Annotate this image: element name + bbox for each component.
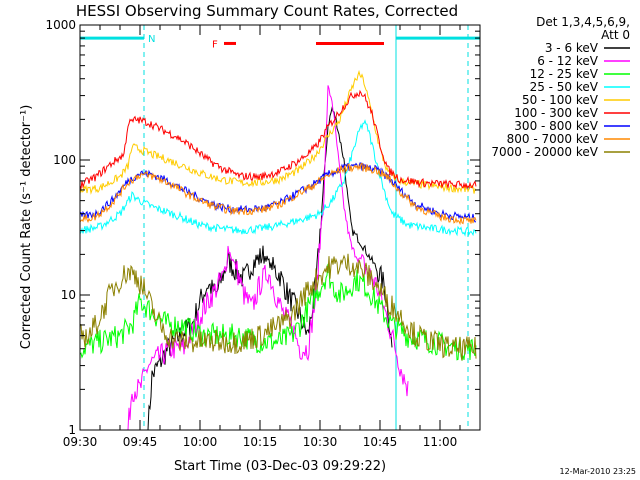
legend-entry-label: 12 - 25 keV <box>530 67 599 81</box>
legend-entry-label: 7000 - 20000 keV <box>491 145 598 159</box>
flag-label: N <box>148 34 155 45</box>
series-layer <box>79 69 477 431</box>
x-axis: 09:30 09:45 10:00 10:15 10:30 10:45 11:00 <box>63 25 461 449</box>
y-tick-label: 1000 <box>45 18 76 32</box>
series-line <box>79 119 477 237</box>
y-axis-label: Corrected Count Rate (s⁻¹ detector⁻¹) <box>19 105 34 350</box>
chart-title: HESSI Observing Summary Count Rates, Cor… <box>76 2 458 20</box>
y-tick-label: 1 <box>68 423 76 437</box>
legend-header-line-1: Det 1,3,4,5,6,9, <box>536 15 630 29</box>
x-axis-label: Start Time (03-Dec-03 09:29:22) <box>174 459 386 474</box>
series-line <box>127 85 409 431</box>
series-line <box>79 253 477 361</box>
series-line <box>79 69 477 195</box>
legend-entry-label: 3 - 6 keV <box>545 41 599 55</box>
legend-entry-label: 25 - 50 keV <box>530 80 599 94</box>
y-axis: 1 10 100 1000 <box>45 18 480 437</box>
legend-entry-label: 300 - 800 keV <box>514 119 598 133</box>
x-tick-label: 10:45 <box>363 435 398 449</box>
y-tick-label: 100 <box>53 153 76 167</box>
x-tick-label: 10:00 <box>183 435 218 449</box>
legend-entry-label: 6 - 12 keV <box>537 54 599 68</box>
series-line <box>79 89 477 190</box>
x-tick-label: 10:30 <box>303 435 338 449</box>
legend-entry-label: 800 - 7000 keV <box>507 132 599 146</box>
generation-timestamp: 12-Mar-2010 23:25 <box>560 467 637 476</box>
flag-label: F <box>212 39 218 50</box>
x-tick-label: 09:30 <box>63 435 98 449</box>
x-tick-label: 11:00 <box>423 435 458 449</box>
legend-entry-label: 50 - 100 keV <box>522 93 599 107</box>
series-line <box>79 162 477 226</box>
legend-entry-label: 100 - 300 keV <box>514 106 598 120</box>
legend-header-line-2: Att 0 <box>601 28 630 42</box>
y-tick-label: 10 <box>61 288 76 302</box>
x-tick-label: 09:45 <box>123 435 158 449</box>
x-tick-label: 10:15 <box>243 435 278 449</box>
